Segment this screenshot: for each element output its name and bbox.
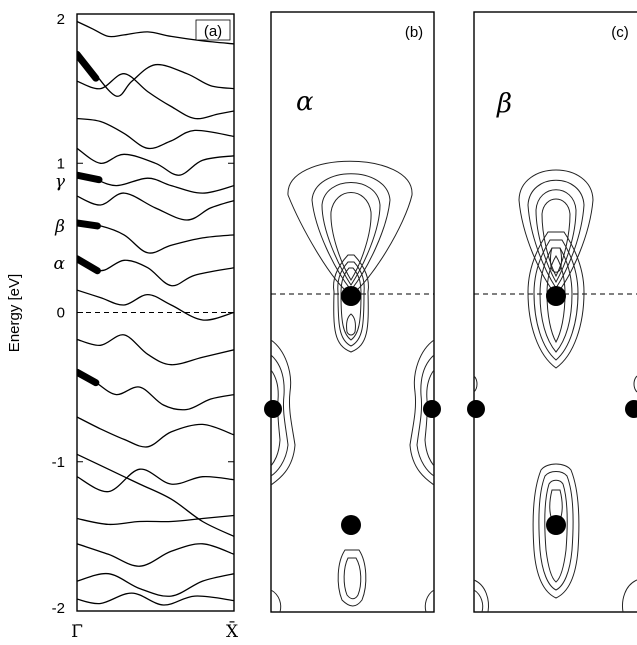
- beta-contours: [473, 169, 637, 613]
- state-label: γ: [55, 172, 66, 192]
- band-line: [77, 592, 234, 606]
- band-line: [77, 514, 234, 526]
- band-line: [77, 416, 234, 448]
- surface-state-highlight: [77, 219, 101, 230]
- band-line: [77, 192, 234, 221]
- band-line: [77, 543, 234, 567]
- atom-marker: [341, 286, 361, 306]
- atom-marker: [467, 400, 485, 418]
- band-line: [77, 572, 234, 597]
- y-tick-label: 2: [57, 11, 65, 28]
- beta-label: β: [496, 89, 512, 119]
- panel-b-label: (b): [405, 24, 423, 41]
- atom-marker: [341, 515, 361, 535]
- alpha-contours: [270, 160, 435, 613]
- band-line: [77, 52, 234, 97]
- beta-contour-panel: (c) β: [467, 11, 637, 613]
- band-lines: [77, 20, 234, 606]
- band-line: [77, 117, 234, 150]
- panel-b-frame: [270, 11, 435, 613]
- panel-c-frame: [473, 11, 637, 613]
- panel-a-label: (a): [204, 23, 222, 40]
- atom-marker: [423, 400, 441, 418]
- alpha-contour-panel: (b) α: [264, 11, 441, 613]
- y-tick-label: -2: [52, 600, 65, 617]
- y-tick-label: 1: [57, 155, 65, 172]
- panel-a-label-box: [195, 19, 231, 41]
- y-axis-title: Energy [eV]: [6, 274, 23, 352]
- atom-marker: [546, 515, 566, 535]
- band-line: [77, 73, 234, 120]
- band-line: [77, 371, 234, 411]
- band-line: [77, 334, 234, 366]
- y-axis-ticks: [77, 13, 234, 612]
- atom-marker: [264, 400, 282, 418]
- x-tick-label-gamma: Γ̄: [71, 622, 83, 642]
- surface-state-highlight: [77, 255, 101, 275]
- y-tick-label: -1: [52, 454, 65, 471]
- alpha-label: α: [296, 87, 314, 117]
- surface-state-highlight: [77, 368, 100, 387]
- x-tick-label-x: X̄: [226, 620, 239, 642]
- highlighted-states: [77, 50, 103, 387]
- state-label: α: [54, 254, 66, 274]
- state-labels: γ βα: [54, 172, 66, 274]
- panel-c-label: (c): [611, 24, 629, 41]
- surface-state-highlight: [77, 171, 103, 184]
- band-line: [77, 289, 234, 321]
- y-tick-label: 0: [57, 305, 65, 322]
- atom-marker: [546, 286, 566, 306]
- atom-marker: [625, 400, 637, 418]
- band-line: [77, 20, 234, 45]
- band-line: [77, 453, 234, 537]
- surface-state-highlight: [77, 50, 100, 82]
- band-structure-panel: -2 -1 0 1 2 γ βα Energy [eV] Γ̄ X̄ (a): [6, 11, 239, 642]
- band-line: [77, 258, 234, 287]
- y-tick-labels: -2 -1 0 1 2: [52, 11, 65, 617]
- band-line: [77, 147, 234, 176]
- state-label: β: [54, 217, 65, 237]
- band-line: [77, 468, 234, 493]
